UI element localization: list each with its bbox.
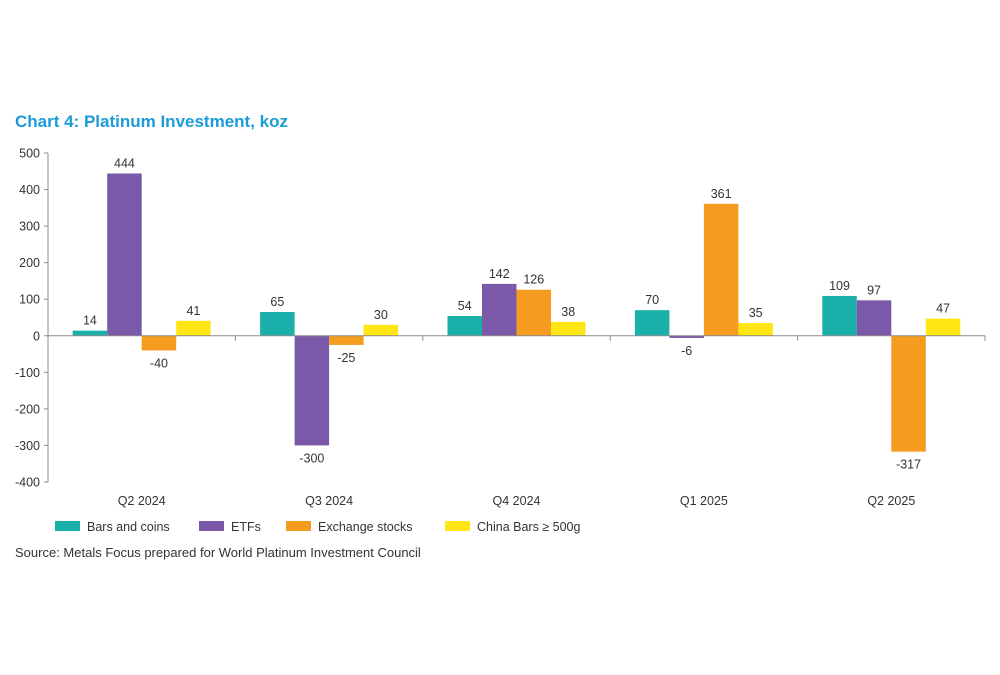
bar bbox=[363, 324, 399, 336]
chart-title: Chart 4: Platinum Investment, koz bbox=[15, 112, 288, 131]
data-label: 14 bbox=[83, 314, 97, 328]
data-label: 109 bbox=[829, 279, 850, 293]
legend-label: China Bars ≥ 500g bbox=[477, 520, 580, 534]
bar bbox=[141, 335, 177, 351]
bar bbox=[891, 335, 926, 452]
x-tick-label: Q2 2024 bbox=[118, 494, 166, 508]
bar bbox=[925, 318, 961, 336]
bar bbox=[72, 330, 108, 336]
data-label: 41 bbox=[186, 304, 200, 318]
bars-layer bbox=[72, 173, 961, 452]
x-tick-label: Q1 2025 bbox=[680, 494, 728, 508]
bar bbox=[634, 310, 670, 336]
y-tick-label: 500 bbox=[19, 147, 40, 161]
data-label: 142 bbox=[489, 267, 510, 281]
data-label: 38 bbox=[561, 305, 575, 319]
bar bbox=[703, 203, 739, 336]
y-tick-label: 100 bbox=[19, 293, 40, 307]
bar bbox=[669, 335, 704, 338]
legend-swatch bbox=[445, 521, 470, 531]
bar-chart: 500 400 300 200 100 0 -100 -200 -300 -400 14 444 -4… bbox=[15, 147, 986, 534]
data-label: 70 bbox=[645, 293, 659, 307]
data-label: -6 bbox=[681, 344, 692, 358]
y-tick-label: -300 bbox=[15, 439, 40, 453]
y-tick-label: 200 bbox=[19, 256, 40, 270]
legend-swatch bbox=[199, 521, 224, 531]
bar bbox=[551, 321, 586, 336]
data-label: 444 bbox=[114, 156, 135, 170]
y-tick-label: -200 bbox=[15, 402, 40, 416]
data-label: 54 bbox=[458, 299, 472, 313]
x-axis: Q2 2024 Q3 2024 Q4 2024 Q1 2025 Q2 2025 bbox=[47, 335, 986, 508]
bar bbox=[738, 322, 773, 336]
legend-swatch bbox=[55, 521, 80, 531]
legend-label: Bars and coins bbox=[87, 520, 170, 534]
data-label: 97 bbox=[867, 283, 881, 297]
x-tick-label: Q3 2024 bbox=[305, 494, 353, 508]
bar bbox=[176, 320, 211, 336]
bar bbox=[822, 295, 857, 336]
data-label: 65 bbox=[270, 295, 284, 309]
y-tick-label: -400 bbox=[15, 476, 40, 490]
bar bbox=[107, 173, 142, 336]
y-tick-label: 300 bbox=[19, 220, 40, 234]
bar bbox=[856, 300, 892, 336]
bar bbox=[516, 289, 551, 336]
legend-label: Exchange stocks bbox=[318, 520, 413, 534]
data-label: 126 bbox=[523, 273, 544, 287]
data-label: -40 bbox=[150, 356, 168, 370]
y-axis: 500 400 300 200 100 0 -100 -200 -300 -400 bbox=[15, 147, 49, 490]
bar bbox=[482, 283, 517, 336]
data-label: 30 bbox=[374, 308, 388, 322]
y-tick-label: 400 bbox=[19, 183, 40, 197]
legend: Bars and coins ETFs Exchange stocks China B… bbox=[55, 520, 580, 534]
legend-swatch bbox=[286, 521, 311, 531]
y-tick-label: 0 bbox=[33, 329, 40, 343]
bar bbox=[294, 335, 330, 446]
source-note: Source: Metals Focus prepared for World … bbox=[15, 545, 421, 560]
data-label: -25 bbox=[337, 351, 355, 365]
data-label: 35 bbox=[749, 306, 763, 320]
data-label: -300 bbox=[299, 451, 324, 465]
bar bbox=[260, 312, 295, 336]
data-label: -317 bbox=[896, 458, 921, 472]
bar bbox=[329, 335, 364, 345]
data-label: 361 bbox=[711, 187, 732, 201]
y-tick-label: -100 bbox=[15, 366, 40, 380]
data-label: 47 bbox=[936, 302, 950, 316]
data-labels-layer: 14 444 -40 41 65 -300 -25 30 54 142 126 38 70 -6 361 35… bbox=[83, 156, 950, 471]
x-tick-label: Q2 2025 bbox=[867, 494, 915, 508]
bar bbox=[447, 316, 482, 336]
legend-label: ETFs bbox=[231, 520, 261, 534]
x-tick-label: Q4 2024 bbox=[493, 494, 541, 508]
